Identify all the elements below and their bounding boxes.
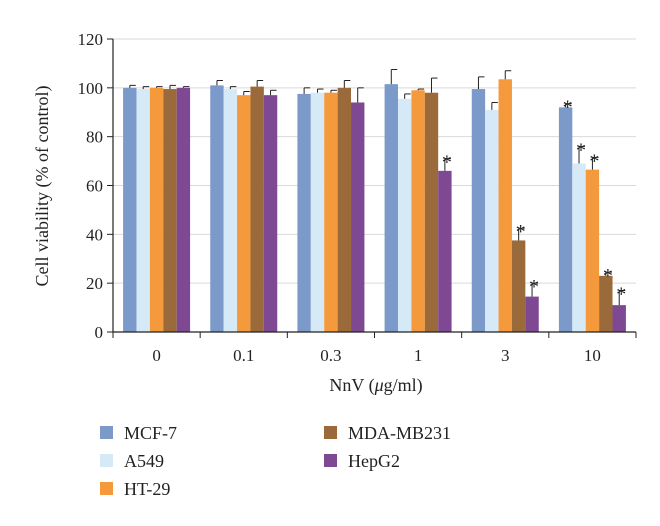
bar bbox=[149, 87, 164, 332]
bar bbox=[337, 87, 352, 332]
bar bbox=[438, 170, 452, 332]
legend-swatch bbox=[100, 426, 113, 439]
bar bbox=[237, 95, 251, 333]
bar bbox=[324, 92, 338, 332]
legend-label: MCF-7 bbox=[124, 423, 177, 443]
bar bbox=[585, 169, 600, 332]
axes bbox=[107, 38, 637, 338]
legend-swatch bbox=[324, 454, 337, 467]
y-tick-label: 20 bbox=[86, 274, 103, 293]
bar bbox=[176, 87, 191, 332]
significance-star: * bbox=[442, 152, 452, 174]
legend-label: MDA-MB231 bbox=[348, 423, 451, 443]
x-tick-labels: 0 0.1 0.3 1 3 10 bbox=[152, 346, 601, 365]
y-gridlines bbox=[113, 38, 636, 284]
bar bbox=[525, 296, 539, 332]
significance-star: * bbox=[603, 265, 613, 287]
x-tick-label: 10 bbox=[584, 346, 601, 365]
bar bbox=[471, 89, 486, 332]
y-tick-label: 120 bbox=[78, 30, 104, 49]
bar bbox=[223, 89, 238, 332]
bar bbox=[250, 86, 264, 332]
bar bbox=[163, 89, 177, 332]
x-tick-label: 1 bbox=[414, 346, 423, 365]
bar bbox=[297, 93, 311, 332]
legend: MCF-7 A549 HT-29 MDA-MB231 HepG2 bbox=[100, 423, 451, 499]
bar bbox=[411, 90, 425, 333]
bar bbox=[384, 84, 398, 332]
bar bbox=[397, 98, 412, 332]
bar bbox=[498, 79, 512, 332]
significance-star: * bbox=[563, 97, 573, 119]
bar bbox=[263, 95, 278, 333]
bar bbox=[351, 102, 365, 332]
legend-swatch bbox=[324, 426, 337, 439]
bar bbox=[136, 89, 150, 332]
bar bbox=[511, 240, 526, 332]
bar bbox=[210, 85, 224, 333]
bar bbox=[310, 92, 325, 332]
y-tick-label: 40 bbox=[86, 225, 103, 244]
legend-label: HT-29 bbox=[124, 479, 170, 499]
x-axis-label: NnV (μg/ml) bbox=[329, 375, 422, 396]
significance-markers: ** ***** * bbox=[442, 97, 626, 306]
y-tick-label: 60 bbox=[86, 177, 103, 196]
legend-swatch bbox=[100, 454, 113, 467]
legend-label: HepG2 bbox=[348, 451, 400, 471]
y-tick-label: 80 bbox=[86, 128, 103, 147]
y-tick-labels: 0 20 40 60 80 100 120 bbox=[78, 30, 104, 342]
legend-label: A549 bbox=[124, 451, 164, 471]
error-bars bbox=[129, 69, 626, 306]
significance-star: * bbox=[576, 139, 586, 161]
y-tick-label: 0 bbox=[95, 323, 104, 342]
bar bbox=[558, 107, 573, 332]
x-tick-label: 0.1 bbox=[233, 346, 254, 365]
significance-star: * bbox=[616, 283, 626, 305]
x-tick-label: 3 bbox=[501, 346, 510, 365]
x-tick-label: 0 bbox=[152, 346, 161, 365]
x-tick-label: 0.3 bbox=[320, 346, 341, 365]
significance-star: * bbox=[516, 221, 526, 243]
bar bbox=[123, 87, 137, 332]
y-tick-label: 100 bbox=[78, 79, 104, 98]
bar bbox=[612, 305, 626, 332]
significance-star: * bbox=[529, 276, 539, 298]
legend-swatch bbox=[100, 482, 113, 495]
significance-star: * bbox=[589, 150, 599, 172]
bars bbox=[123, 79, 626, 333]
bar bbox=[485, 109, 499, 332]
bar bbox=[424, 92, 439, 332]
y-axis-label: Cell viability (% of control) bbox=[32, 86, 53, 287]
bar bbox=[572, 163, 586, 332]
bar bbox=[599, 275, 613, 332]
